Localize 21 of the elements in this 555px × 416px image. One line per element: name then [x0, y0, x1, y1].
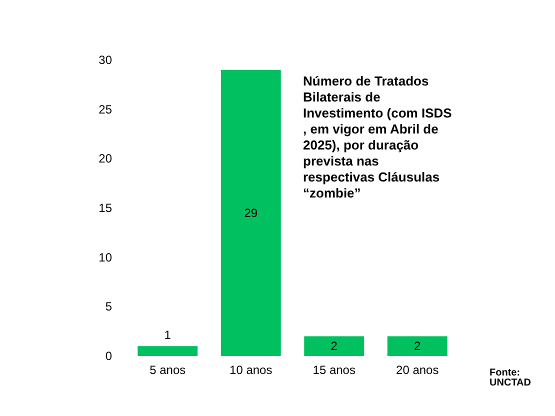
bar: [304, 336, 364, 356]
y-tick-label: 10: [98, 250, 112, 264]
y-tick-label: 20: [98, 152, 112, 166]
text: Número de Tratados Bilaterais de Investimento (com ISDS, em vigor em Abril de 2025), por duração prevista nas respectivas Cláusulas “zombie”: [303, 74, 452, 200]
x-tick-label: 15 anos: [312, 363, 356, 377]
x-tick-label: 20 anos: [396, 363, 439, 377]
bar: [138, 346, 198, 356]
data-label: 2: [414, 339, 422, 354]
x-tick-label: 10 anos: [230, 363, 272, 377]
data-label: 1: [164, 328, 172, 342]
y-tick-label: 30: [98, 53, 112, 67]
y-tick-label: 15: [98, 201, 112, 215]
bar: [387, 336, 448, 356]
y-tick-label: 0: [105, 349, 112, 363]
bar: [220, 70, 281, 356]
source-note: Fonte: UNCTAD: [490, 368, 532, 388]
data-label: 2: [330, 339, 338, 354]
y-tick-label: 25: [98, 102, 112, 116]
y-tick-label: 5: [105, 300, 112, 314]
data-label: 29: [244, 206, 258, 220]
x-tick-label: 5 anos: [150, 363, 186, 377]
